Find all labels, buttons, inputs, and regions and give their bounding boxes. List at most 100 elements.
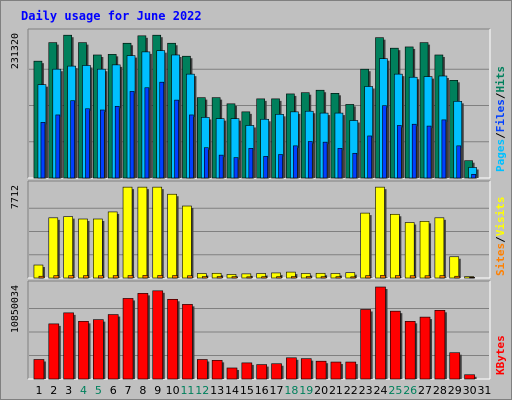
visits-bar: [361, 213, 370, 278]
sites-bar: [202, 277, 207, 278]
day-label: 6: [110, 384, 117, 397]
kbytes-bar: [346, 362, 356, 379]
kbytes-bar: [49, 324, 59, 379]
pages-bar: [41, 122, 45, 178]
day-label: 23: [359, 384, 373, 397]
day-label: 14: [225, 384, 239, 397]
pages-bar: [412, 124, 416, 178]
kbytes-bar: [78, 321, 88, 379]
kbytes-bar: [257, 365, 267, 379]
kbytes-bar: [435, 310, 445, 379]
pages-bar: [219, 155, 223, 178]
sites-bar: [128, 276, 133, 278]
pages-bar: [56, 115, 60, 178]
day-label: 24: [373, 384, 387, 397]
usage-legend-part: Files: [494, 99, 507, 132]
day-label: 13: [210, 384, 224, 397]
kbytes-bar: [272, 364, 282, 379]
sites-bar: [410, 276, 415, 278]
kbytes-bar: [286, 358, 296, 379]
visits-bar: [168, 194, 177, 278]
usage-legend: Pages/Files/Hits: [494, 66, 507, 172]
usage-legend-part: Hits: [494, 66, 507, 93]
kbytes-bar: [465, 375, 475, 379]
pages-bar: [397, 125, 401, 178]
usage-legend-part: Pages: [494, 139, 507, 172]
kbytes-legend: KBytes: [494, 335, 507, 375]
kbytes-bar: [182, 304, 192, 379]
visits-bar: [450, 257, 459, 278]
kbytes-ymax-label: 10850034: [10, 285, 21, 333]
kbytes-bar: [227, 368, 237, 379]
pages-bar: [323, 142, 327, 178]
sites-bar: [217, 277, 222, 278]
pages-bar: [442, 120, 446, 178]
sites-bar: [425, 276, 430, 278]
pages-bar: [160, 82, 164, 178]
kbytes-bar: [123, 298, 133, 379]
pages-bar: [279, 155, 283, 178]
day-label: 9: [154, 384, 161, 397]
visits-legend-part: Sites: [494, 243, 507, 276]
kbytes-bar: [242, 363, 252, 379]
pages-bar: [427, 126, 431, 178]
visits-ymax-label: 7712: [10, 185, 21, 209]
day-label: 1: [35, 384, 42, 397]
pages-bar: [264, 156, 268, 178]
sites-bar: [173, 276, 178, 278]
sites-bar: [455, 276, 460, 278]
sites-bar: [247, 277, 252, 278]
pages-bar: [338, 148, 342, 178]
kbytes-bar: [34, 359, 44, 379]
visits-bar: [153, 187, 162, 278]
day-label: 18: [284, 384, 298, 397]
day-label: 19: [299, 384, 313, 397]
day-label: 27: [418, 384, 432, 397]
kbytes-bar: [301, 359, 311, 379]
kbytes-bar: [390, 311, 400, 379]
day-label: 31: [477, 384, 491, 397]
sites-bar: [277, 277, 282, 278]
sites-bar: [336, 277, 341, 278]
sites-bar: [395, 276, 400, 278]
day-label: 10: [166, 384, 180, 397]
sites-bar: [470, 277, 475, 278]
visits-bar: [78, 219, 87, 278]
kbytes-bar: [405, 321, 415, 379]
kbytes-bar: [138, 293, 148, 379]
kbytes-bar: [108, 315, 118, 379]
visits-legend: Sites/Visits: [494, 197, 507, 277]
sites-bar: [232, 277, 237, 278]
sites-bar: [69, 276, 74, 278]
sites-bar: [98, 276, 103, 278]
visits-bar: [49, 218, 58, 278]
visits-bar: [123, 187, 132, 278]
pages-bar: [204, 148, 208, 178]
sites-bar: [306, 277, 311, 278]
kbytes-bar: [197, 359, 207, 379]
visits-bar: [405, 223, 414, 278]
kbytes-bar: [420, 317, 430, 379]
visits-bar: [435, 218, 444, 278]
usage-ymax-label: 231320: [10, 33, 21, 69]
pages-bar: [130, 91, 134, 178]
sites-bar: [83, 276, 88, 278]
day-label: 22: [344, 384, 358, 397]
day-label: 11: [180, 384, 194, 397]
visits-bar: [375, 187, 384, 278]
kbytes-bar: [64, 313, 74, 379]
pages-bar: [353, 153, 357, 178]
pages-bar: [457, 146, 461, 178]
day-label: 12: [195, 384, 209, 397]
pages-bar: [308, 142, 312, 178]
pages-bar: [175, 100, 179, 178]
day-label: 4: [80, 384, 87, 397]
pages-bar: [382, 106, 386, 178]
pages-bar: [189, 115, 193, 178]
pages-bar: [249, 148, 253, 178]
day-label: 21: [329, 384, 343, 397]
pages-bar: [100, 110, 104, 178]
pages-bar: [368, 136, 372, 178]
day-label: 20: [314, 384, 328, 397]
